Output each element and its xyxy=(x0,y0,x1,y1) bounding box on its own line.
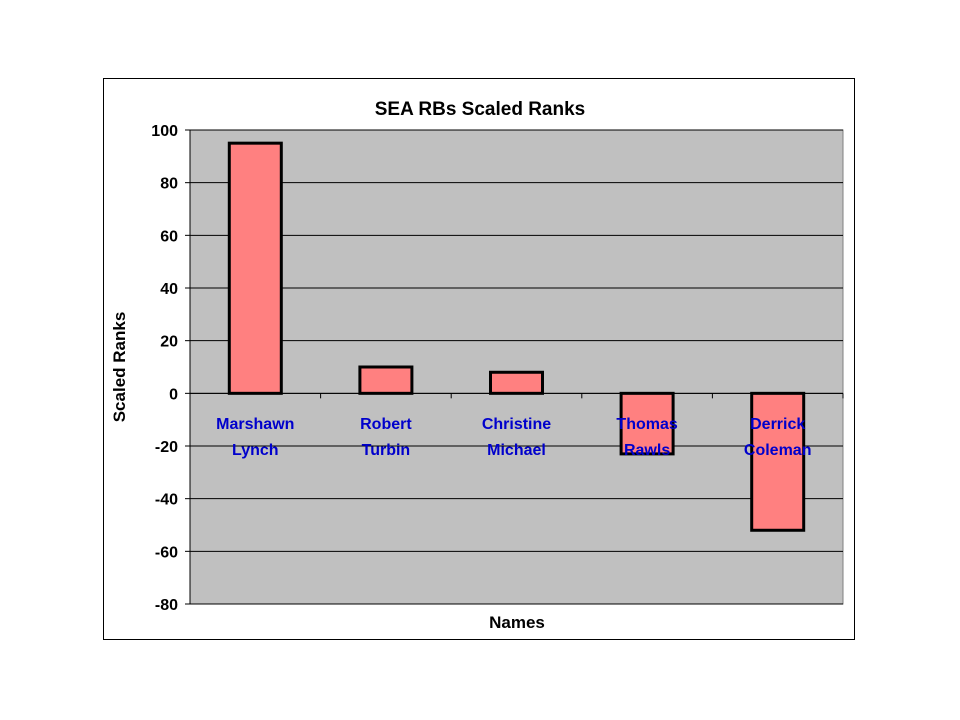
y-tick-label: -40 xyxy=(155,492,178,509)
y-tick-label: -60 xyxy=(155,544,178,561)
bar xyxy=(619,391,675,456)
y-tick-labels: 100 80 60 40 20 0 -20 -40 -60 -80 xyxy=(151,123,178,614)
y-tick-label: 0 xyxy=(169,386,178,403)
category-label: Robert xyxy=(360,416,412,433)
plot-area xyxy=(189,129,844,605)
category-label: Lynch xyxy=(232,442,279,459)
y-tick-label: 40 xyxy=(160,281,178,298)
y-tick-label: 80 xyxy=(160,176,178,193)
category-label: Rawls xyxy=(624,442,670,459)
category-label: Michael xyxy=(487,442,546,459)
y-axis-title: Scaled Ranks xyxy=(110,312,129,423)
y-tick-label: 60 xyxy=(160,228,178,245)
category-label: Derrick xyxy=(750,416,805,433)
bar xyxy=(358,365,414,395)
category-label: Coleman xyxy=(744,442,812,459)
y-tick-label: 20 xyxy=(160,334,178,351)
category-label: Christine xyxy=(482,416,551,433)
chart-title: SEA RBs Scaled Ranks xyxy=(375,99,586,120)
y-tick-label: -80 xyxy=(155,597,178,614)
category-labels: Marshawn Lynch Robert Turbin Christine Michae… xyxy=(216,416,811,459)
category-label: Marshawn xyxy=(216,416,294,433)
category-label: Turbin xyxy=(362,442,411,459)
bar xyxy=(750,391,806,532)
bar xyxy=(227,141,283,395)
x-axis-title: Names xyxy=(489,613,545,632)
axes xyxy=(185,129,844,605)
y-tick-label: 100 xyxy=(151,123,178,140)
bar xyxy=(489,370,544,395)
y-tick-label: -20 xyxy=(155,439,178,456)
category-label: Thomas xyxy=(616,416,677,433)
